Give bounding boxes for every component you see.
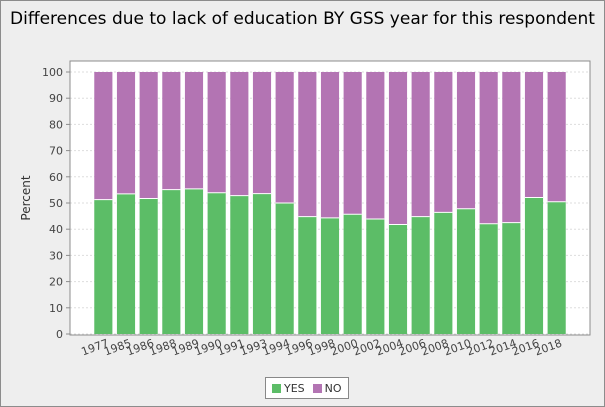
- legend-label-no: NO: [324, 381, 342, 395]
- bar-segment-yes[interactable]: [411, 216, 430, 334]
- bar-segment-no[interactable]: [434, 72, 453, 213]
- legend-item-no[interactable]: NO: [312, 381, 342, 395]
- bar-segment-yes[interactable]: [207, 192, 226, 334]
- bar-segment-no[interactable]: [275, 72, 294, 203]
- bar-segment-no[interactable]: [456, 72, 476, 209]
- bar-segment-yes[interactable]: [366, 218, 385, 334]
- bar-segment-yes[interactable]: [388, 224, 408, 334]
- bar-segment-yes[interactable]: [524, 197, 544, 334]
- y-tick-label: 20: [49, 276, 63, 289]
- bar-segment-yes[interactable]: [343, 214, 362, 334]
- bar-segment-no[interactable]: [524, 72, 544, 198]
- y-tick-label: 40: [49, 223, 63, 236]
- bar-segment-yes[interactable]: [252, 193, 272, 334]
- legend-item-yes[interactable]: YES: [272, 382, 305, 395]
- bar-segment-no[interactable]: [116, 72, 136, 194]
- legend-label-yes: YES: [284, 381, 305, 395]
- bar-segment-no[interactable]: [139, 72, 158, 199]
- y-tick-label: 80: [49, 118, 63, 131]
- bar-segment-yes[interactable]: [298, 216, 317, 334]
- bar-segment-yes[interactable]: [230, 195, 249, 334]
- bar-segment-no[interactable]: [411, 72, 430, 217]
- y-axis-label: Percent: [19, 175, 33, 220]
- bar-segment-no[interactable]: [479, 72, 498, 224]
- y-tick-label: 100: [42, 66, 63, 79]
- bar-segment-no[interactable]: [388, 72, 408, 225]
- y-tick-label: 90: [49, 92, 63, 105]
- bar-segment-no[interactable]: [502, 72, 521, 223]
- bar-segment-no[interactable]: [320, 72, 340, 218]
- legend-swatch-no: [312, 383, 322, 393]
- bar-segment-yes[interactable]: [502, 222, 521, 334]
- y-tick-label: 10: [49, 302, 63, 315]
- bar-segment-yes[interactable]: [116, 193, 136, 334]
- bar-segment-no[interactable]: [162, 72, 181, 190]
- bar-segment-yes[interactable]: [320, 217, 340, 334]
- y-axis: 0 10 20 30 40 50 60 70 80 90 100: [42, 61, 71, 341]
- y-tick-label: 30: [49, 249, 63, 262]
- bar-segment-no[interactable]: [230, 72, 249, 196]
- bar-segment-no[interactable]: [184, 72, 204, 189]
- bar-segment-yes[interactable]: [547, 201, 566, 334]
- y-tick-label: 0: [56, 328, 63, 341]
- bar-segment-yes[interactable]: [94, 199, 113, 334]
- y-tick-label: 70: [49, 145, 63, 158]
- bars: [94, 72, 566, 334]
- bar-segment-no[interactable]: [366, 72, 385, 219]
- bar-segment-yes[interactable]: [479, 223, 498, 334]
- y-tick-label: 60: [49, 171, 63, 184]
- x-axis: 1977198519861988198919901991199319941996…: [80, 337, 564, 359]
- bar-segment-yes[interactable]: [139, 198, 158, 334]
- bar-segment-yes[interactable]: [184, 188, 204, 334]
- bar-segment-no[interactable]: [343, 72, 362, 215]
- bar-segment-no[interactable]: [547, 72, 566, 202]
- legend: YES NO: [265, 377, 349, 399]
- bar-segment-yes[interactable]: [162, 189, 181, 334]
- bar-segment-yes[interactable]: [275, 203, 294, 334]
- bar-segment-no[interactable]: [298, 72, 317, 217]
- bar-segment-yes[interactable]: [456, 208, 476, 334]
- y-tick-label: 50: [49, 197, 63, 210]
- bar-segment-no[interactable]: [252, 72, 272, 194]
- bar-segment-no[interactable]: [207, 72, 226, 193]
- bar-segment-yes[interactable]: [434, 212, 453, 334]
- bar-segment-no[interactable]: [94, 72, 113, 200]
- chart-title: Differences due to lack of education BY …: [10, 9, 595, 29]
- legend-swatch-yes: [272, 383, 281, 393]
